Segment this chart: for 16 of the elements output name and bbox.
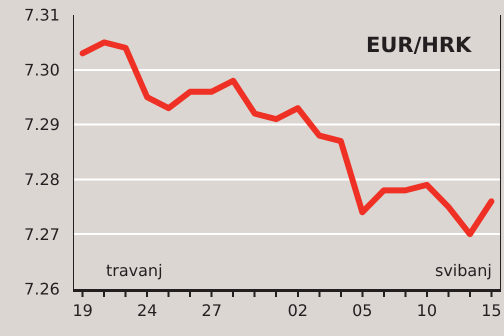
y-tick-label: 7.28 bbox=[24, 170, 60, 189]
x-tick-label: 02 bbox=[288, 300, 308, 320]
annotation: travanj bbox=[106, 261, 163, 280]
x-tick-label: 19 bbox=[72, 300, 93, 320]
y-tick-label: 7.29 bbox=[24, 115, 60, 134]
x-tick-label: 15 bbox=[481, 300, 502, 320]
y-tick-label: 7.27 bbox=[24, 224, 60, 244]
text: EUR/HRK bbox=[366, 33, 472, 57]
x-tick-label: 05 bbox=[352, 300, 372, 320]
annotation: svibanj bbox=[435, 261, 492, 280]
x-tick-label: 27 bbox=[202, 300, 222, 320]
y-tick-label: 7.26 bbox=[24, 280, 60, 299]
y-tick-label: 7.31 bbox=[24, 6, 60, 25]
x-tick-label: 24 bbox=[136, 300, 158, 320]
y-tick-label: 7.30 bbox=[24, 60, 60, 80]
x-tick-label: 10 bbox=[416, 300, 438, 320]
